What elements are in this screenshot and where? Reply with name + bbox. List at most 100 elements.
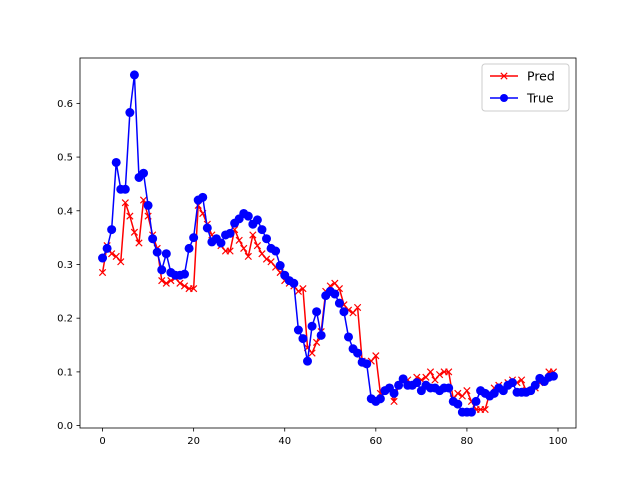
data-point-marker [262, 255, 271, 263]
data-point-marker [202, 223, 212, 233]
data-point-marker [121, 199, 129, 207]
legend: Pred True [481, 63, 570, 112]
y-tick-label: 0.2 [57, 314, 73, 325]
data-point-marker [339, 307, 349, 317]
data-point-marker [235, 236, 243, 244]
legend-item-true: True [490, 91, 554, 106]
data-point-marker [530, 380, 540, 390]
data-point-marker [330, 289, 340, 299]
data-point-marker [444, 383, 454, 393]
data-point-marker [143, 200, 153, 210]
legend-label: Pred [527, 69, 555, 84]
data-point-marker [98, 268, 107, 277]
data-point-marker [454, 389, 462, 397]
data-point-marker [435, 370, 444, 379]
series-line-pred [101, 199, 554, 411]
legend-marker [500, 94, 508, 102]
data-point-marker [158, 276, 166, 285]
data-point-marker [271, 246, 281, 256]
data-point-marker [129, 70, 139, 80]
data-point-marker [226, 247, 234, 255]
data-point-marker [389, 388, 399, 398]
data-point-marker [517, 376, 526, 384]
data-point-marker [162, 279, 170, 287]
data-point-marker [316, 330, 326, 340]
x-tick-label: 40 [278, 436, 291, 447]
series-pred [98, 196, 558, 414]
data-point-marker [130, 228, 139, 236]
y-tick-label: 0.5 [57, 153, 73, 164]
x-tick-label: 20 [187, 436, 200, 447]
axes-layer: 0 20 40 60 80 100 0.0 0.1 0.2 0.3 0.4 0.5 0.6 [57, 99, 567, 447]
data-point-marker [312, 338, 321, 346]
data-point-marker [180, 282, 189, 290]
series-line-true [101, 74, 554, 413]
data-point-marker [120, 184, 130, 194]
plot-frame [79, 57, 577, 429]
data-point-marker [107, 225, 117, 235]
data-point-marker [262, 234, 272, 244]
data-point-marker [471, 396, 481, 406]
data-point-marker [180, 269, 190, 279]
data-point-marker [252, 215, 262, 225]
data-point-marker [253, 242, 262, 250]
data-point-marker [303, 356, 313, 366]
x-tick-label: 60 [369, 436, 382, 447]
data-point-marker [390, 397, 398, 406]
x-tick-label: 80 [461, 436, 474, 447]
data-point-marker [161, 249, 171, 259]
data-point-marker [507, 378, 517, 388]
data-point-marker [353, 303, 362, 312]
data-point-marker [225, 228, 235, 238]
data-point-marker [190, 285, 198, 293]
data-point-marker [481, 405, 489, 414]
data-point-marker [426, 368, 435, 376]
data-point-marker [375, 394, 385, 404]
data-point-marker [98, 253, 108, 263]
data-point-marker [135, 239, 143, 247]
data-point-marker [189, 233, 199, 243]
data-point-marker [257, 225, 267, 235]
data-point-marker [243, 211, 253, 221]
data-point-marker [398, 374, 408, 384]
data-point-marker [307, 321, 317, 331]
data-point-marker [548, 371, 558, 381]
data-point-marker [343, 332, 353, 342]
data-point-marker [412, 378, 422, 388]
data-point-marker [117, 258, 125, 266]
series-true [98, 70, 558, 417]
data-point-marker [353, 348, 363, 358]
data-point-marker [244, 252, 252, 261]
data-point-marker [240, 244, 248, 252]
data-point-marker [289, 278, 299, 288]
data-point-marker [216, 238, 226, 248]
y-tick-label: 0.6 [57, 99, 73, 110]
data-point-marker [299, 285, 307, 293]
data-point-marker [152, 247, 162, 257]
legend-marker [500, 72, 508, 80]
data-point-marker [111, 157, 121, 167]
data-point-marker [198, 192, 208, 202]
data-point-marker [445, 368, 453, 376]
legend-item-pred: Pred [490, 69, 555, 84]
data-point-marker [463, 387, 471, 395]
data-point-marker [275, 261, 285, 271]
data-point-marker [298, 334, 308, 344]
data-point-marker [312, 307, 322, 317]
data-point-marker [334, 298, 344, 308]
data-point-marker [249, 231, 257, 239]
y-tick-label: 0.0 [57, 421, 73, 432]
data-point-marker [148, 234, 158, 244]
data-point-marker [372, 352, 380, 360]
data-point-marker [293, 325, 303, 335]
data-point-marker [394, 380, 404, 390]
data-point-marker [453, 399, 463, 409]
y-tick-label: 0.4 [57, 206, 73, 217]
data-point-marker [102, 243, 112, 253]
data-point-marker [362, 359, 372, 369]
legend-box [481, 63, 570, 112]
data-point-marker [184, 243, 194, 253]
y-tick-label: 0.1 [57, 367, 73, 378]
data-point-marker [176, 279, 184, 287]
